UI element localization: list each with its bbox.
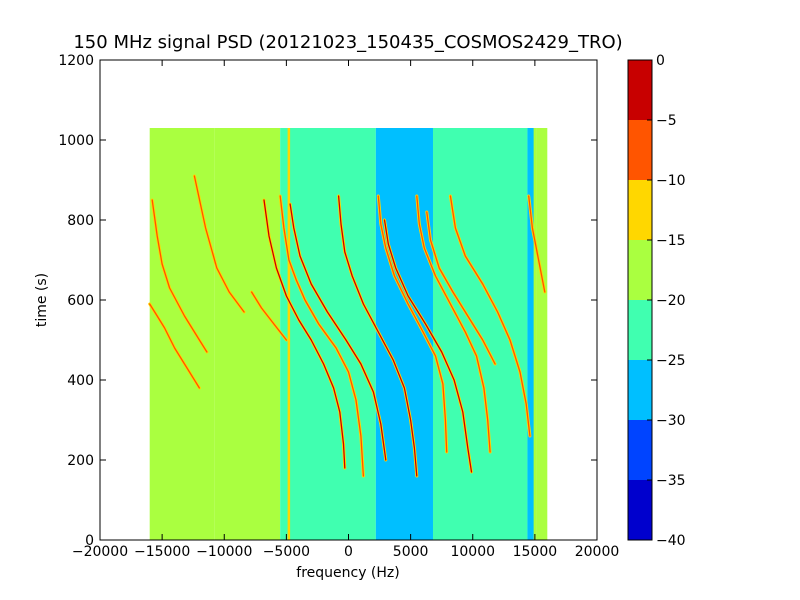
y-tick-label: 400 <box>67 373 94 389</box>
y-tick-label: 800 <box>67 213 94 229</box>
colorbar: −40 −35 −30 −25 −20 −15 −10 −5 0 <box>627 53 686 549</box>
signal-trace <box>449 195 531 437</box>
colorbar-segment <box>628 300 652 360</box>
x-tick-label: −10000 <box>196 544 252 560</box>
colorbar-tick-label: −35 <box>656 473 686 489</box>
signal-trace <box>263 199 346 469</box>
signal-trace <box>289 203 387 461</box>
colorbar-segment <box>628 120 652 180</box>
signal-trace <box>528 195 546 293</box>
heatmap-band <box>149 128 215 540</box>
chart-title: 150 MHz signal PSD (20121023_150435_COSM… <box>73 32 622 53</box>
signal-trace <box>279 195 365 477</box>
x-tick-label: 15000 <box>513 544 558 560</box>
signal-trace <box>426 211 496 365</box>
colorbar-segment <box>628 480 652 540</box>
heatmap-band <box>280 128 376 540</box>
colorbar-segment <box>628 360 652 420</box>
x-tick-label: −5000 <box>263 544 310 560</box>
colorbar-segment <box>628 420 652 480</box>
colorbar-segment <box>628 60 652 120</box>
x-axis-ticks: −20000 −15000 −10000 −5000 0 5000 10000 15000 20… <box>72 60 619 560</box>
x-axis-label: frequency (Hz) <box>296 565 399 581</box>
colorbar-tick-label: −20 <box>656 293 686 309</box>
signal-trace <box>250 291 288 341</box>
heatmap-band <box>536 128 548 540</box>
signal-trace <box>383 219 473 473</box>
y-tick-label: 0 <box>85 533 94 549</box>
colorbar-tick-label: −10 <box>656 173 686 189</box>
x-tick-label: 0 <box>344 544 353 560</box>
x-tick-label: −15000 <box>134 544 190 560</box>
colorbar-tick-label: −15 <box>656 233 686 249</box>
colorbar-segment <box>628 180 652 240</box>
colorbar-segment <box>628 240 652 300</box>
y-axis-label: time (s) <box>34 273 50 327</box>
plot-area: −20000 −15000 −10000 −5000 0 5000 10000 15000 20… <box>58 53 619 560</box>
signal-trace <box>377 195 448 453</box>
signal-trace <box>149 303 201 389</box>
y-tick-label: 200 <box>67 453 94 469</box>
colorbar-tick-label: −5 <box>656 113 677 129</box>
x-tick-label: 10000 <box>450 544 495 560</box>
heatmap-band <box>527 128 537 540</box>
colorbar-tick-label: −40 <box>656 533 686 549</box>
x-tick-label: 5000 <box>393 544 429 560</box>
x-tick-label: 20000 <box>575 544 620 560</box>
y-axis-ticks: 0 200 400 600 800 1000 1200 <box>58 53 597 549</box>
colorbar-tick-label: −25 <box>656 353 686 369</box>
x-tick-label: −20000 <box>72 544 128 560</box>
heatmap-band <box>214 128 281 540</box>
signal-trace <box>151 199 208 353</box>
colorbar-tick-label: −30 <box>656 413 686 429</box>
colorbar-tick-label: 0 <box>656 53 665 69</box>
y-tick-label: 1000 <box>58 133 94 149</box>
y-tick-label: 600 <box>67 293 94 309</box>
heatmap <box>148 128 548 540</box>
signal-trace <box>337 195 418 477</box>
signal-trace <box>416 195 491 453</box>
y-tick-label: 1200 <box>58 53 94 69</box>
signal-trace <box>193 175 245 313</box>
